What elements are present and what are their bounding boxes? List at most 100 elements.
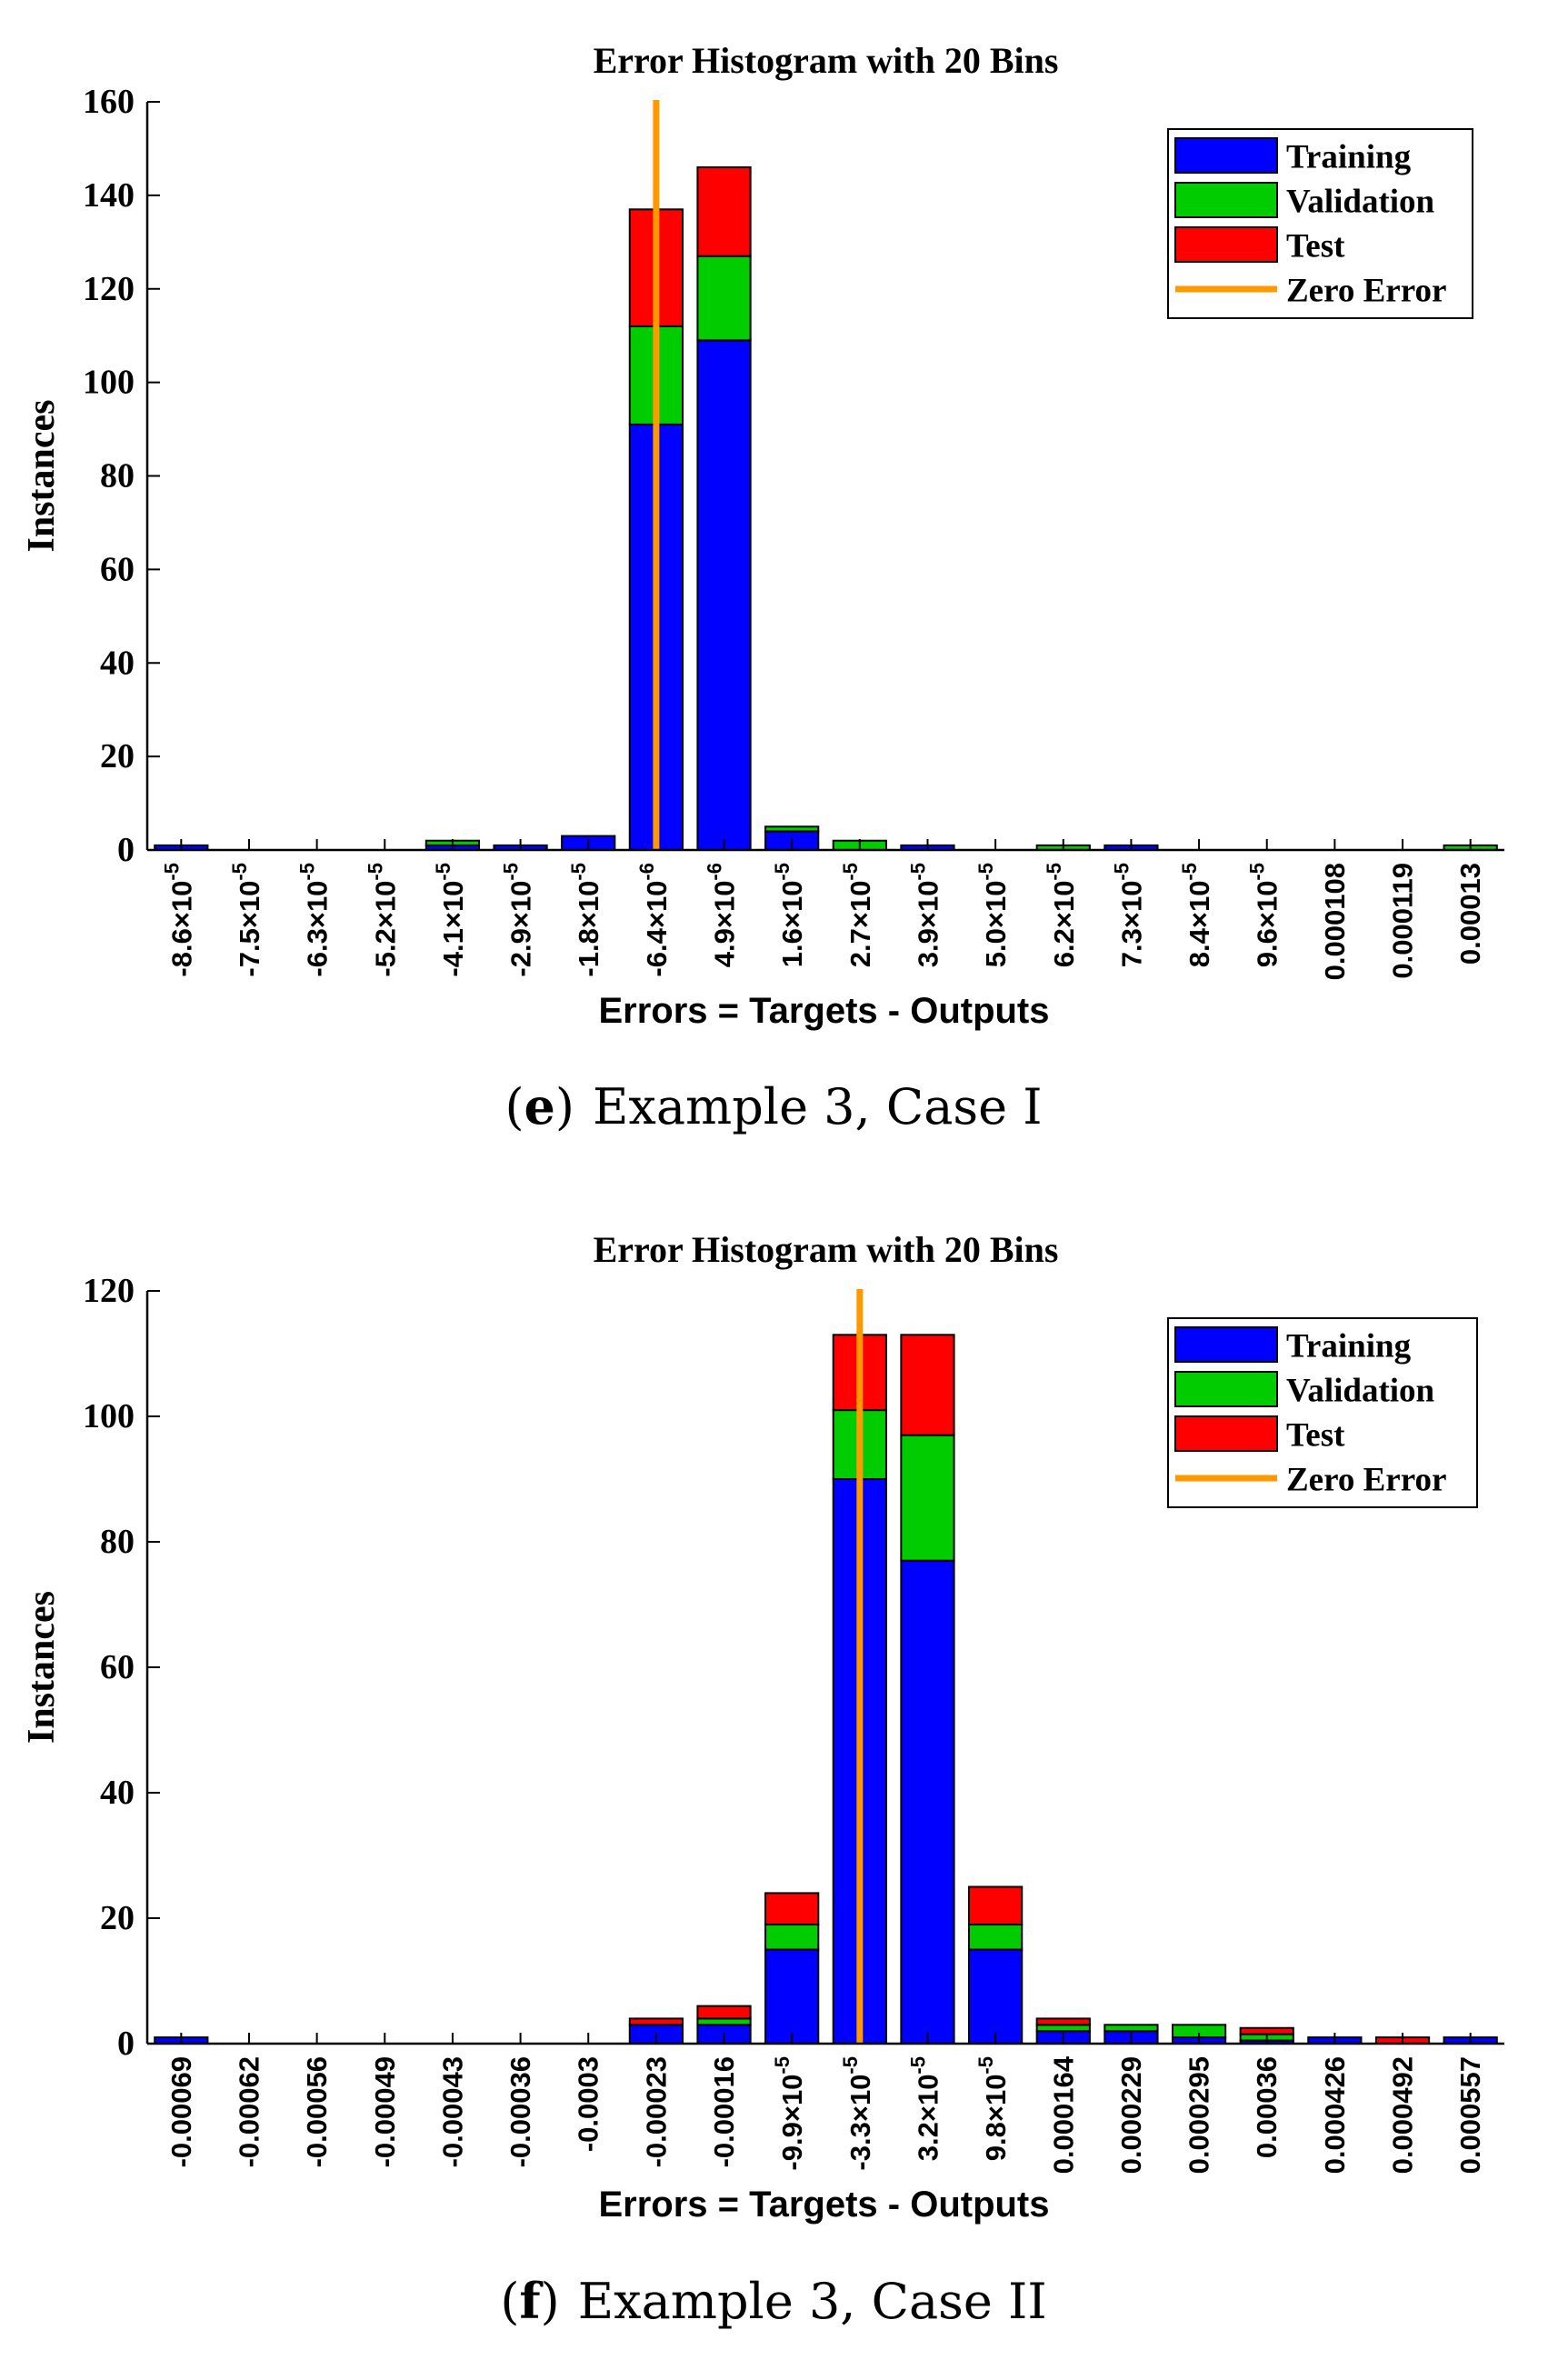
bar-training-13: [968, 1948, 1024, 2045]
x-tick-label: -0.0003: [573, 2056, 604, 2152]
y-tick-label: 120: [83, 270, 135, 308]
x-tick-label: -7.5×10-5: [227, 863, 265, 977]
legend-label-test: Test: [1286, 1417, 1345, 1455]
legend-swatch-training: [1174, 1326, 1278, 1363]
x-tick-label: 6.2×10-5: [1042, 863, 1079, 967]
x-axis-title: Errors = Targets - Outputs: [598, 991, 1049, 1031]
x-tick-label: -0.00062: [233, 2056, 265, 2167]
x-tick-label: 0.000164: [1047, 2055, 1079, 2174]
bar-validation-14: [1035, 2024, 1091, 2033]
x-tick-label: 4.9×10-6: [703, 863, 740, 967]
legend-label-training: Training: [1286, 139, 1412, 176]
histogram-panel-2: Error Histogram with 20 Bins -0.00069 -0.0…: [21, 1229, 1504, 2330]
legend-label-test: Test: [1286, 228, 1345, 265]
y-tick-label: 0: [117, 831, 135, 869]
legend: Training Validation Test Zero Error: [1167, 128, 1473, 319]
x-tick-label: 2.7×10-5: [838, 863, 875, 967]
y-tick-label: 120: [83, 1272, 135, 1310]
bar-validation-9: [696, 2017, 752, 2026]
x-tick-label: 0.00036: [1251, 2056, 1283, 2158]
x-axis-title: Errors = Targets - Outputs: [598, 2185, 1049, 2225]
x-tick-label: 8.4×10-5: [1178, 863, 1215, 967]
x-tick-label: -1.8×10-5: [567, 863, 604, 977]
x-tick-label: 0.000426: [1319, 2056, 1351, 2174]
x-tick-label: -3.3×10-5: [838, 2056, 875, 2171]
legend-swatch-validation: [1174, 1371, 1278, 1407]
y-axis-title: Instances: [21, 1591, 63, 1744]
legend-label-training: Training: [1286, 1328, 1412, 1365]
y-tick-label: 20: [100, 1899, 135, 1937]
legend-label-validation: Validation: [1286, 184, 1435, 221]
y-tick-label: 100: [83, 1397, 135, 1435]
caption-letter: (e): [504, 1077, 574, 1135]
y-tick-label: 140: [83, 176, 135, 215]
y-tick-label: 0: [117, 2025, 135, 2063]
x-tick-label: 0.00013: [1454, 863, 1486, 965]
x-tick-label: 0.000108: [1319, 863, 1351, 980]
x-tick-label: 1.6×10-5: [771, 863, 808, 967]
x-tick-label: -4.1×10-5: [431, 863, 468, 977]
bar-validation-9: [696, 255, 752, 342]
legend-label-validation: Validation: [1286, 1373, 1435, 1410]
bar-validation-12: [900, 1434, 955, 1562]
bar-validation-10: [764, 825, 820, 833]
caption-text: Example 3, Case I: [593, 1078, 1043, 1135]
bar-test-13: [968, 1885, 1024, 1925]
legend-swatch-training: [1174, 137, 1278, 174]
x-tick-label: -0.00036: [504, 2056, 536, 2167]
x-tick-label: 5.0×10-5: [974, 863, 1012, 967]
x-tick-label: 0.000295: [1183, 2056, 1215, 2174]
figure-caption: (f) Example 3, Case II: [500, 2272, 1046, 2330]
x-tick-label: 7.3×10-5: [1110, 863, 1147, 967]
x-tick-label: 3.9×10-5: [906, 863, 944, 967]
caption-text: Example 3, Case II: [578, 2273, 1047, 2330]
x-tick-label: -0.00069: [165, 2056, 197, 2167]
y-tick-label: 40: [100, 644, 135, 682]
bar-validation-13: [968, 1923, 1024, 1951]
y-tick-label: 60: [100, 550, 135, 588]
x-tick-label: -0.00023: [640, 2056, 672, 2167]
legend-label-zero-error: Zero Error: [1286, 1462, 1446, 1499]
bar-test-9: [696, 166, 752, 257]
x-tick-label: -0.00056: [301, 2056, 333, 2167]
x-tick-label: 0.000119: [1387, 863, 1419, 979]
x-tick-label: 0.000492: [1387, 2056, 1419, 2174]
bar-validation-10: [764, 1923, 820, 1951]
x-tick-label: 9.6×10-5: [1245, 863, 1283, 967]
y-tick-label: 80: [100, 1523, 135, 1561]
x-tick-label: -9.9×10-5: [771, 2056, 808, 2171]
y-tick-label: 160: [83, 83, 135, 121]
x-tick-label: 3.2×10-5: [906, 2056, 944, 2161]
histogram-panel-1: Error Histogram with 20 Bins -8.6×10-5 -7.…: [21, 40, 1504, 1135]
x-tick-label: 0.000557: [1454, 2056, 1486, 2174]
y-tick-label: 20: [100, 737, 135, 775]
bar-test-12: [900, 1334, 955, 1436]
x-tick-label: 9.8×10-5: [974, 2056, 1012, 2161]
bar-test-8: [628, 2017, 684, 2026]
y-tick-label: 60: [100, 1648, 135, 1686]
x-tick-label: 0.000229: [1115, 2056, 1147, 2174]
x-tick-label: -6.3×10-5: [295, 863, 333, 977]
bar-test-9: [696, 2005, 752, 2020]
y-tick-label: 40: [100, 1774, 135, 1812]
chart-title: Error Histogram with 20 Bins: [594, 40, 1059, 81]
chart-title: Error Histogram with 20 Bins: [594, 1229, 1059, 1270]
legend-swatch-validation: [1174, 182, 1278, 218]
x-tick-label: -0.00049: [369, 2056, 401, 2167]
figure-caption: (e) Example 3, Case I: [504, 1077, 1042, 1135]
bar-training-10: [764, 1948, 820, 2045]
legend: Training Validation Test Zero Error: [1167, 1317, 1478, 1508]
caption-letter: (f): [500, 2272, 559, 2330]
x-tick-label: -2.9×10-5: [499, 863, 536, 977]
bar-validation-15: [1104, 2024, 1159, 2033]
bar-training-12: [900, 1559, 955, 2045]
x-tick-label: -0.00043: [436, 2056, 468, 2167]
bar-test-14: [1035, 2017, 1091, 2026]
legend-swatch-test: [1174, 1415, 1278, 1452]
bar-training-9: [696, 339, 752, 851]
bar-test-10: [764, 1892, 820, 1925]
y-axis-title: Instances: [21, 399, 63, 552]
x-tick-label: -5.2×10-5: [364, 863, 401, 977]
x-tick-label: -6.4×10-6: [634, 863, 672, 977]
